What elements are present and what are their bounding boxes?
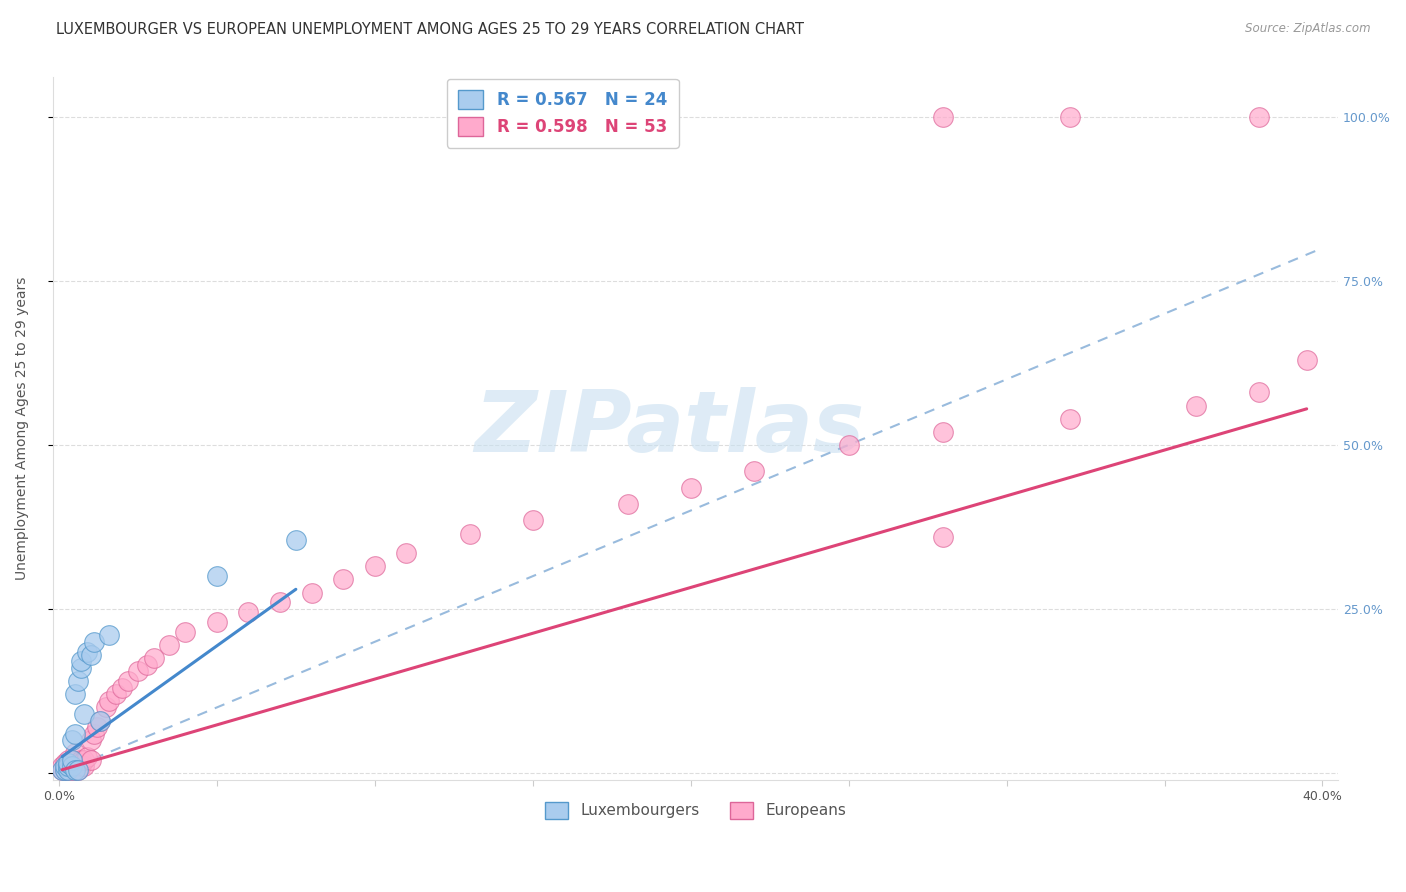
Point — [1249, 110, 1271, 124]
Point — [238, 605, 260, 619]
Point — [51, 759, 73, 773]
Text: ZIPatlas: ZIPatlas — [475, 387, 865, 470]
Point — [98, 628, 121, 642]
Point — [174, 624, 197, 639]
Point — [58, 756, 80, 771]
Point — [58, 763, 80, 777]
Point — [616, 497, 638, 511]
Point — [742, 464, 765, 478]
Point — [395, 546, 418, 560]
Point — [66, 756, 89, 771]
Point — [53, 756, 76, 771]
Point — [269, 595, 291, 609]
Point — [89, 714, 111, 728]
Point — [70, 655, 93, 669]
Point — [51, 763, 73, 777]
Point — [1059, 110, 1081, 124]
Point — [86, 720, 108, 734]
Point — [51, 763, 73, 777]
Point — [66, 674, 89, 689]
Point — [53, 763, 76, 777]
Point — [63, 763, 86, 777]
Point — [73, 706, 96, 721]
Point — [60, 753, 83, 767]
Text: LUXEMBOURGER VS EUROPEAN UNEMPLOYMENT AMONG AGES 25 TO 29 YEARS CORRELATION CHAR: LUXEMBOURGER VS EUROPEAN UNEMPLOYMENT AM… — [56, 22, 804, 37]
Point — [66, 763, 89, 777]
Point — [1295, 352, 1317, 367]
Point — [63, 747, 86, 761]
Point — [364, 559, 387, 574]
Point — [79, 648, 101, 662]
Point — [1185, 399, 1208, 413]
Y-axis label: Unemployment Among Ages 25 to 29 years: Unemployment Among Ages 25 to 29 years — [15, 277, 30, 580]
Point — [70, 759, 93, 773]
Point — [284, 533, 307, 547]
Point — [58, 759, 80, 773]
Point — [73, 753, 96, 767]
Point — [63, 759, 86, 773]
Point — [838, 438, 860, 452]
Point — [1059, 411, 1081, 425]
Point — [58, 763, 80, 777]
Point — [63, 763, 86, 777]
Text: Source: ZipAtlas.com: Source: ZipAtlas.com — [1246, 22, 1371, 36]
Point — [66, 763, 89, 777]
Point — [104, 687, 127, 701]
Point — [73, 759, 96, 773]
Point — [205, 569, 228, 583]
Point — [127, 665, 149, 679]
Point — [159, 638, 181, 652]
Point — [142, 651, 165, 665]
Point — [205, 615, 228, 629]
Point — [76, 645, 98, 659]
Point — [58, 753, 80, 767]
Point — [53, 763, 76, 777]
Point — [932, 425, 955, 439]
Point — [96, 700, 118, 714]
Point — [76, 749, 98, 764]
Point — [83, 635, 105, 649]
Point — [79, 753, 101, 767]
Point — [301, 585, 323, 599]
Point — [98, 694, 121, 708]
Point — [58, 759, 80, 773]
Point — [89, 714, 111, 728]
Point — [83, 726, 105, 740]
Legend: Luxembourgers, Europeans: Luxembourgers, Europeans — [538, 796, 852, 824]
Point — [60, 759, 83, 773]
Point — [60, 763, 83, 777]
Point — [111, 681, 134, 695]
Point — [932, 530, 955, 544]
Point — [458, 526, 481, 541]
Point — [679, 481, 702, 495]
Point — [60, 753, 83, 767]
Point — [136, 657, 159, 672]
Point — [53, 759, 76, 773]
Point — [60, 759, 83, 773]
Point — [79, 733, 101, 747]
Point — [1249, 385, 1271, 400]
Point — [522, 513, 544, 527]
Point — [70, 661, 93, 675]
Point — [63, 726, 86, 740]
Point — [332, 573, 354, 587]
Point — [60, 733, 83, 747]
Point — [117, 674, 139, 689]
Point — [70, 753, 93, 767]
Point — [932, 110, 955, 124]
Point — [63, 687, 86, 701]
